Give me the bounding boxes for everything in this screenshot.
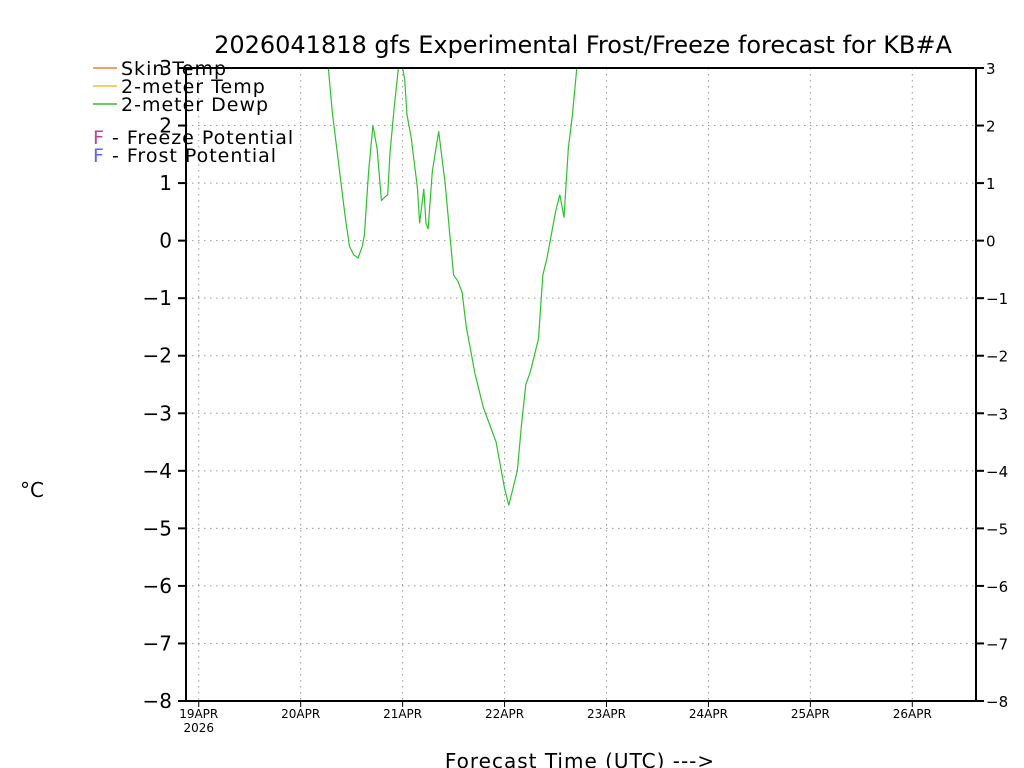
x-tick-label: 23APR — [587, 707, 626, 721]
y-tick-label-left: −1 — [143, 286, 172, 310]
legend-label: 2-meter Dewp — [121, 94, 269, 116]
y-tick-label-right: −4 — [986, 463, 1008, 481]
potential-legend-letter: F — [93, 145, 105, 167]
plot-frame — [185, 67, 977, 702]
y-tick-label-right: −6 — [986, 578, 1008, 596]
y-tick-label-right: 3 — [986, 60, 996, 78]
x-tick-label: 21APR — [383, 707, 422, 721]
y-axis-label: °C — [20, 478, 44, 502]
x-tick-label: 26APR — [893, 707, 932, 721]
y-tick-label-left: −6 — [143, 574, 172, 598]
potential-legend-entry: F - Frost Potential — [93, 145, 277, 167]
y-axis: −8 −8 −7 −7 −6 −6 −5 −5 −4 −4 −3 −3 −2 −2 −1 −1 0 0 1 1 2 2 3 3 — [143, 56, 1009, 713]
y-tick-label-left: −7 — [143, 631, 172, 655]
x-tick-label: 22APR — [485, 707, 524, 721]
y-tick-label-right: −8 — [986, 693, 1008, 711]
y-tick-label-right: −2 — [986, 348, 1008, 366]
y-tick-label-right: 2 — [986, 118, 996, 136]
y-tick-label-right: 0 — [986, 233, 996, 251]
series-line-2m-dewp — [327, 68, 578, 506]
y-tick-label-left: −8 — [143, 689, 172, 713]
potential-legend-letter: F — [93, 127, 105, 149]
y-tick-label-right: −1 — [986, 290, 1008, 308]
y-tick-label-left: 1 — [159, 171, 172, 195]
potential-legend-text: - Freeze Potential — [105, 127, 294, 149]
legend-label: Skin Temp — [121, 58, 227, 80]
potential-legend-text: - Frost Potential — [105, 145, 277, 167]
y-tick-label-left: −3 — [143, 401, 172, 425]
x-tick-label: 19APR — [179, 707, 218, 721]
potential-legend-entry: F - Freeze Potential — [93, 127, 294, 149]
legend-label: 2-meter Temp — [121, 76, 266, 98]
x-tick-label: 25APR — [791, 707, 830, 721]
series-layer — [327, 68, 578, 506]
y-tick-label-left: 2 — [159, 114, 172, 138]
y-tick-label-left: −5 — [143, 516, 172, 540]
y-tick-label-right: −5 — [986, 520, 1008, 538]
y-tick-label-right: −3 — [986, 405, 1008, 423]
y-tick-label-left: 3 — [159, 56, 172, 80]
y-tick-label-left: 0 — [159, 229, 172, 253]
x-tick-label: 24APR — [689, 707, 728, 721]
x-tick-sublabel: 2026 — [183, 721, 214, 735]
y-tick-label-right: 1 — [986, 175, 996, 193]
x-axis-label: Forecast Time (UTC) ---> — [445, 749, 715, 768]
y-tick-label-right: −7 — [986, 635, 1008, 653]
y-tick-label-left: −2 — [143, 344, 172, 368]
y-tick-label-left: −4 — [143, 459, 172, 483]
x-tick-label: 20APR — [281, 707, 320, 721]
chart-title: 2026041818 gfs Experimental Frost/Freeze… — [214, 31, 952, 59]
